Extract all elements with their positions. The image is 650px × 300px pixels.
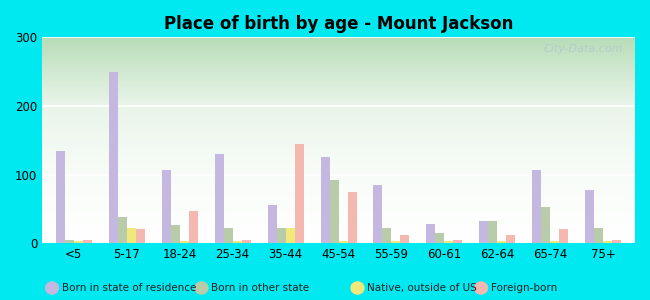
Bar xyxy=(541,207,551,243)
Bar xyxy=(277,228,285,243)
Bar xyxy=(339,241,348,243)
Bar xyxy=(454,240,462,243)
Bar xyxy=(268,206,277,243)
Bar xyxy=(56,151,65,243)
Text: Foreign-born: Foreign-born xyxy=(491,283,557,293)
Bar xyxy=(612,240,621,243)
Bar xyxy=(233,241,242,243)
Bar xyxy=(214,154,224,243)
Bar xyxy=(506,235,515,243)
Bar xyxy=(551,241,559,243)
Bar xyxy=(603,241,612,243)
Bar xyxy=(497,241,506,243)
Bar xyxy=(445,241,454,243)
Bar xyxy=(162,170,171,243)
Bar xyxy=(83,240,92,243)
Bar xyxy=(136,230,145,243)
Bar xyxy=(109,72,118,243)
Bar xyxy=(391,241,400,243)
Bar xyxy=(320,158,330,243)
Bar xyxy=(74,241,83,243)
Bar xyxy=(594,228,603,243)
Text: Born in state of residence: Born in state of residence xyxy=(62,283,196,293)
Bar xyxy=(294,144,304,243)
Bar xyxy=(285,228,294,243)
Bar xyxy=(426,224,436,243)
Text: City-Data.com: City-Data.com xyxy=(543,44,623,53)
Bar xyxy=(488,221,497,243)
Bar xyxy=(382,228,391,243)
Bar xyxy=(374,185,382,243)
Bar xyxy=(559,230,568,243)
Bar xyxy=(127,228,136,243)
Bar xyxy=(400,235,410,243)
Bar xyxy=(585,190,594,243)
Bar xyxy=(242,240,251,243)
Text: Born in other state: Born in other state xyxy=(211,283,309,293)
Bar xyxy=(348,192,357,243)
Bar xyxy=(188,211,198,243)
Bar xyxy=(171,225,180,243)
Bar xyxy=(224,228,233,243)
Bar xyxy=(118,217,127,243)
Title: Place of birth by age - Mount Jackson: Place of birth by age - Mount Jackson xyxy=(164,15,514,33)
Bar xyxy=(532,170,541,243)
Bar xyxy=(479,220,488,243)
Text: Native, outside of US: Native, outside of US xyxy=(367,283,477,293)
Bar xyxy=(330,180,339,243)
Bar xyxy=(180,241,188,243)
Bar xyxy=(436,233,445,243)
Bar xyxy=(65,240,74,243)
